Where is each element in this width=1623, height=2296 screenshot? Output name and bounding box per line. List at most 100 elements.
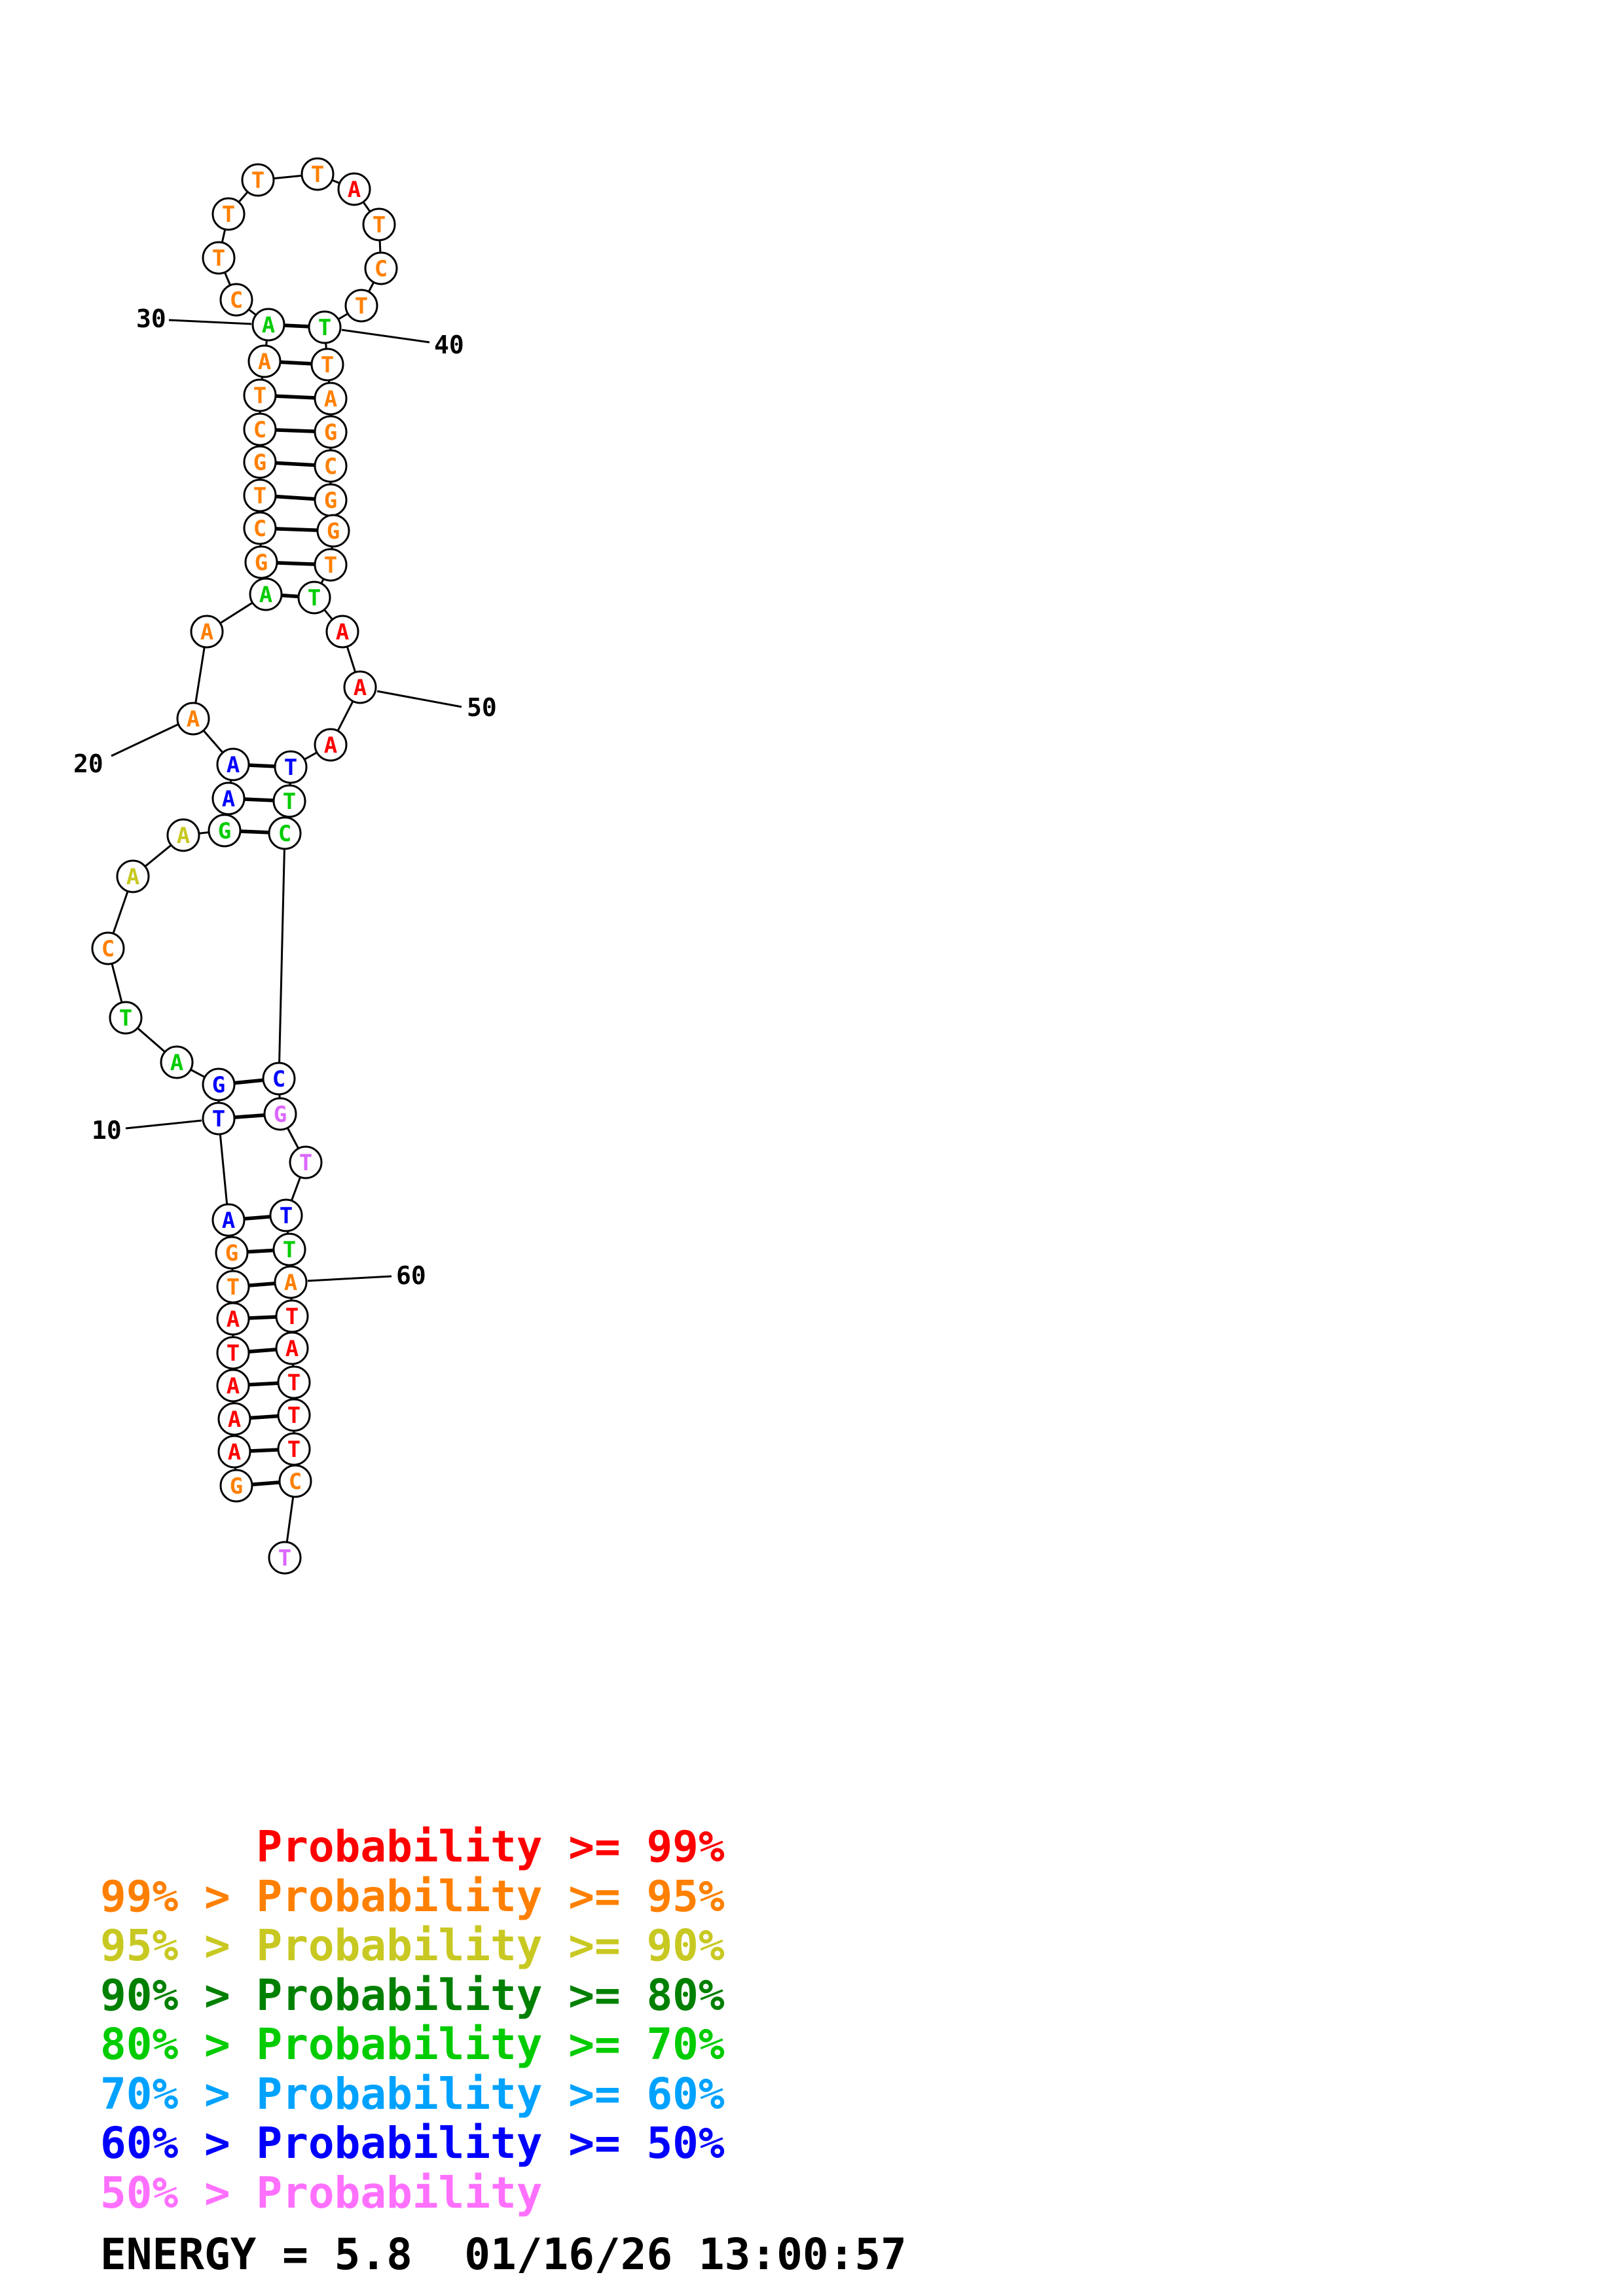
nucleotide-circle — [297, 581, 331, 615]
nucleotide-base: C — [253, 417, 266, 443]
nucleotide-circle — [243, 378, 277, 412]
nucleotide-circle — [216, 747, 250, 781]
nucleotide-base: C — [230, 287, 243, 314]
nucleotide-base: G — [253, 450, 266, 476]
nucleotide-base: A — [324, 386, 337, 412]
position-label: 40 — [434, 331, 464, 359]
nucleotide-base: A — [200, 619, 213, 645]
nucleotide-base: T — [283, 789, 296, 815]
nucleotide-circle — [289, 1145, 323, 1179]
nucleotide-base: G — [327, 518, 340, 545]
nucleotide-base: G — [255, 550, 268, 576]
position-label: 20 — [73, 749, 103, 778]
nucleotide-base: T — [285, 1304, 299, 1330]
nucleotide-circle — [211, 781, 246, 816]
position-label-line — [376, 690, 462, 708]
position-label-line — [125, 1119, 202, 1130]
nucleotide-base: A — [187, 706, 200, 732]
nucleotide-circle — [274, 1265, 308, 1299]
nucleotide-base: T — [321, 352, 334, 378]
nucleotide-base: T — [227, 1340, 240, 1367]
nucleotide-base: G — [324, 488, 337, 514]
nucleotide-base: A — [177, 823, 190, 849]
nucleotide-base: A — [227, 1373, 240, 1399]
nucleotide-circle — [316, 514, 350, 548]
nucleotide-base: T — [287, 1370, 301, 1396]
nucleotide-base: A — [228, 1439, 241, 1465]
nucleotide-circle — [310, 348, 344, 382]
legend-item: 60% > Probability >= 50% — [100, 2118, 725, 2168]
nucleotide-circle — [272, 1232, 306, 1266]
nucleotide-base: A — [262, 312, 275, 338]
nucleotide-circle — [211, 1203, 246, 1237]
nucleotide-circle — [216, 1369, 250, 1403]
nucleotide-base: C — [253, 516, 266, 542]
nucleotide-circle — [91, 931, 125, 965]
nucleotide-base: T — [283, 1237, 296, 1263]
nucleotide-circle — [219, 283, 253, 317]
nucleotide-circle — [362, 207, 396, 242]
nucleotide-base: A — [126, 864, 139, 890]
legend-item: 70% > Probability >= 60% — [100, 2068, 725, 2119]
nucleotide-circle — [262, 1062, 296, 1096]
nucleotide-base: C — [289, 1469, 302, 1495]
nucleotide-base: T — [318, 315, 331, 341]
nucleotide-base: C — [324, 454, 337, 480]
nucleotide-base: T — [119, 1005, 132, 1031]
backbone-segment — [278, 833, 286, 1079]
nucleotide-base: T — [278, 1545, 291, 1571]
legend-item: Probability >= 99% — [100, 1821, 725, 1872]
nucleotide-circle — [337, 172, 371, 206]
nucleotide-base: T — [251, 168, 264, 194]
nucleotide-base: A — [259, 582, 272, 608]
nucleotide-circle — [243, 478, 277, 512]
nucleotide-circle — [217, 1435, 251, 1469]
nucleotide-circle — [263, 1097, 297, 1131]
nucleotide-base: T — [373, 212, 386, 238]
nucleotide-base: T — [355, 293, 368, 319]
nucleotide-base: T — [287, 1403, 301, 1429]
nucleotide-circle — [251, 308, 285, 342]
nucleotide-base: A — [222, 1208, 235, 1234]
nucleotide-circle — [243, 511, 277, 545]
nucleotide-base: A — [348, 177, 361, 203]
energy-text: ENERGY = 5.8 01/16/26 13:00:57 — [100, 2229, 907, 2280]
nucleotide-circle — [219, 1469, 253, 1503]
nucleotide-circle — [272, 784, 306, 818]
nucleotide-base: A — [354, 675, 367, 701]
nucleotide-circle — [301, 157, 335, 191]
position-label: 50 — [467, 693, 497, 722]
nucleotide-circle — [244, 545, 278, 579]
nucleotide-base: T — [227, 1274, 240, 1300]
nucleotide-circle — [215, 1236, 249, 1270]
legend-item: 80% > Probability >= 70% — [100, 2019, 725, 2070]
nucleotide-base: T — [212, 245, 225, 272]
probability-legend: Probability >= 99% 99% > Probability >= … — [100, 1822, 725, 2217]
nucleotide-base: A — [324, 732, 337, 759]
nucleotide-base: A — [284, 1270, 297, 1296]
legend-item: 99% > Probability >= 95% — [100, 1871, 725, 1922]
nucleotide-circle — [208, 814, 242, 848]
nucleotide-circle — [269, 1198, 303, 1232]
position-label: 60 — [396, 1261, 426, 1290]
legend-item: 95% > Probability >= 90% — [100, 1920, 725, 1971]
position-label: 30 — [136, 304, 166, 333]
nucleotide-circle — [344, 289, 378, 323]
nucleotide-circle — [314, 449, 348, 483]
nucleotide-circle — [314, 728, 348, 762]
nucleotide-circle — [308, 310, 342, 344]
nucleotide-circle — [176, 702, 210, 736]
nucleotide-circle — [268, 1541, 302, 1575]
position-label: 10 — [92, 1116, 122, 1145]
nucleotide-circle — [211, 197, 246, 231]
nucleotide-base: G — [225, 1240, 238, 1266]
nucleotide-circle — [277, 1398, 311, 1432]
position-label-line — [111, 721, 184, 757]
nucleotide-base: T — [299, 1150, 312, 1176]
nucleotide-circle — [249, 577, 283, 611]
nucleotide-base: T — [287, 1437, 301, 1463]
legend-item: 90% > Probability >= 80% — [100, 1969, 725, 2020]
nucleotide-circle — [243, 412, 277, 446]
nucleotide-base: T — [308, 585, 321, 611]
